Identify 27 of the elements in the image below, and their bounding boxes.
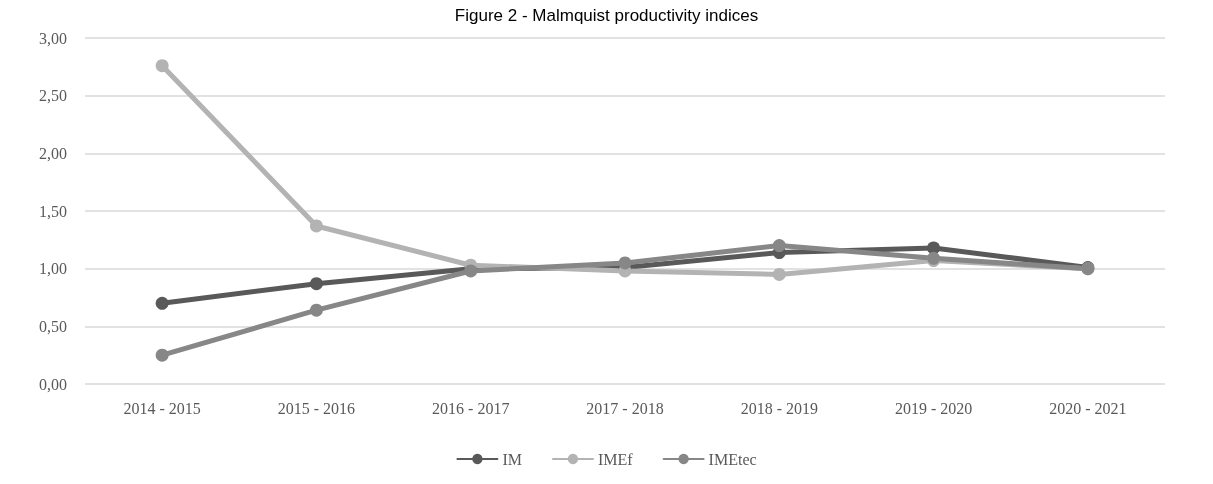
y-tick-label: 1,00	[39, 260, 67, 278]
x-tick-label: 2019 - 2020	[894, 399, 973, 417]
y-tick-label: 0,50	[39, 317, 67, 335]
chart-title: Figure 2 - Malmquist productivity indices	[454, 6, 759, 25]
point	[618, 256, 632, 270]
x-tick-label: 2018 - 2019	[740, 399, 818, 417]
point	[309, 303, 323, 317]
y-tick-label: 1,50	[39, 202, 67, 220]
point	[309, 277, 323, 291]
legend-label: IM	[502, 450, 522, 468]
x-tick-label: 2020 - 2021	[1049, 399, 1127, 417]
x-tick-label: 2017 - 2018	[586, 399, 664, 417]
x-tick-label: 2014 - 2015	[123, 399, 201, 417]
point	[309, 219, 323, 233]
point	[155, 59, 169, 73]
point	[155, 348, 169, 362]
y-tick-label: 0,00	[39, 375, 67, 393]
legend-label: IMEtec	[708, 450, 757, 468]
y-tick-label: 2,00	[39, 144, 67, 162]
point	[772, 239, 786, 253]
y-tick-label: 2,50	[39, 87, 67, 105]
legend-label: IMEf	[597, 450, 634, 468]
y-tick-label: 3,00	[39, 29, 67, 47]
x-tick-label: 2016 - 2017	[432, 399, 510, 417]
point	[772, 267, 786, 281]
point	[155, 296, 169, 310]
x-tick-label: 2015 - 2016	[277, 399, 356, 417]
